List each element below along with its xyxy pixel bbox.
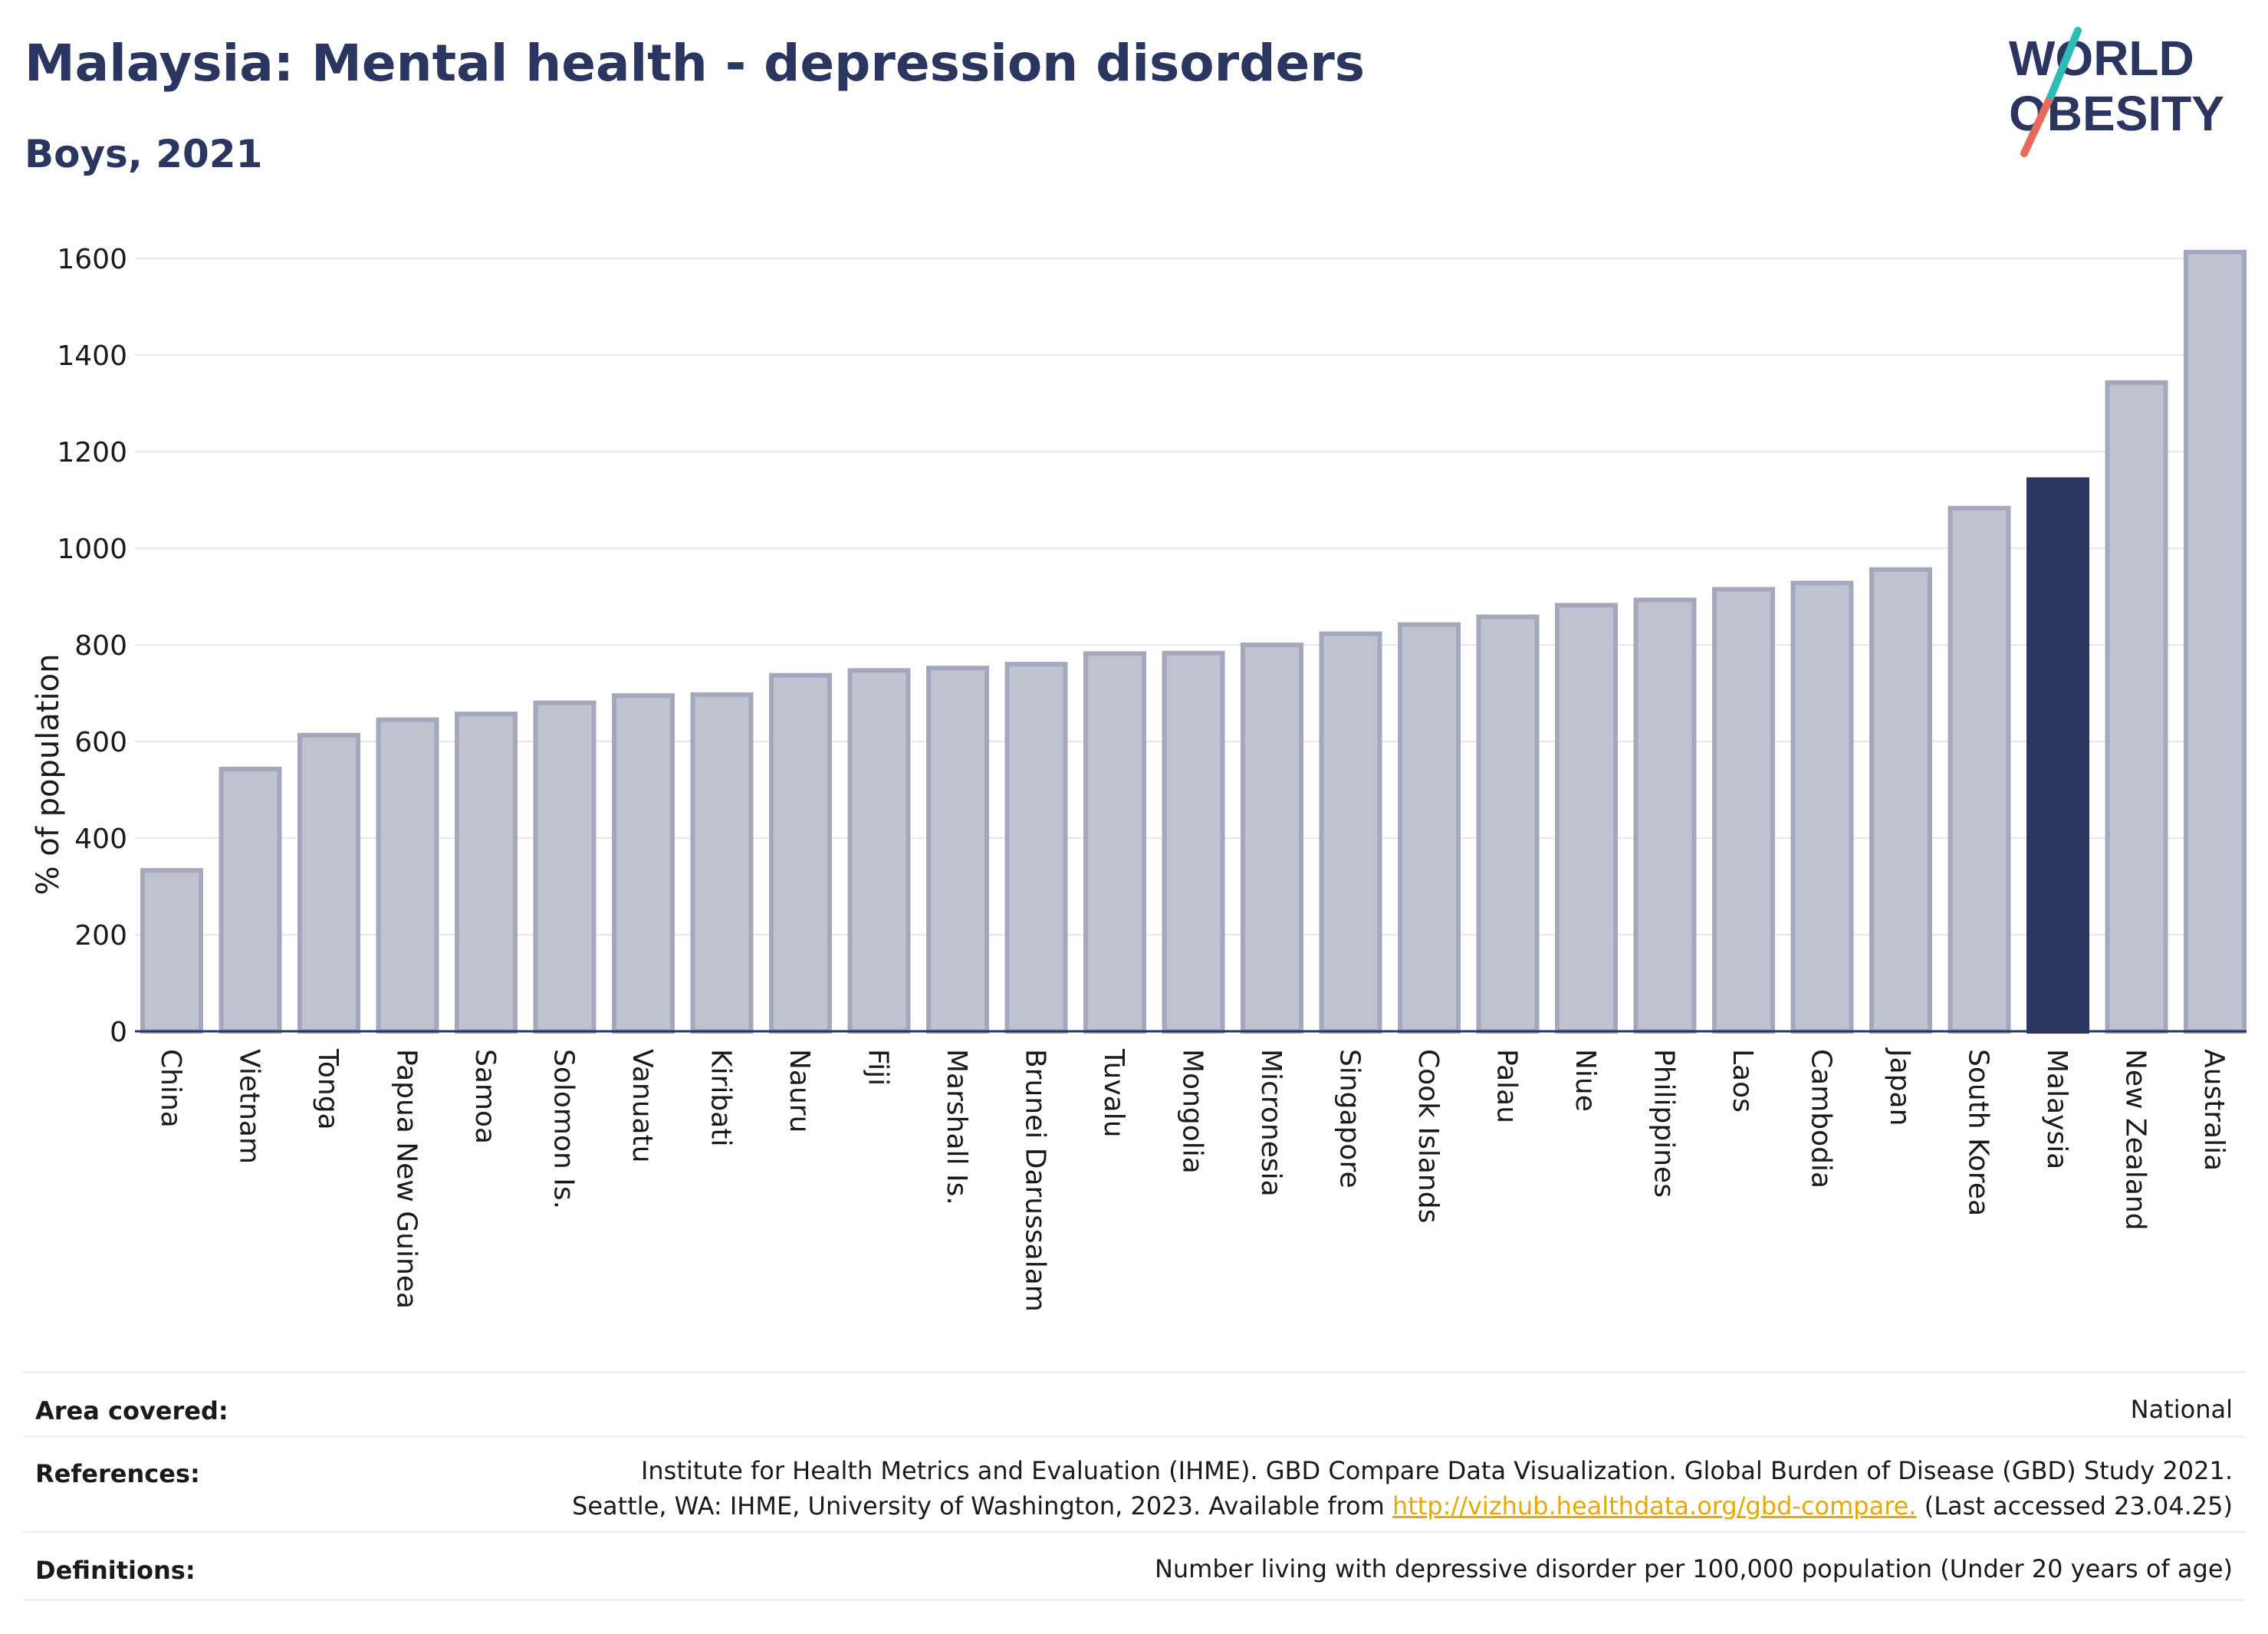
x-tick-label: Japan [1884,1047,1915,1126]
y-tick-label: 1400 [57,340,127,372]
definitions-value: Number living with depressive disorder p… [1154,1554,2233,1583]
x-tick-label: New Zealand [2120,1049,2151,1231]
bar [1004,662,1068,1034]
x-tick-label: Marshall Is. [941,1049,972,1205]
y-axis-label: % of population [31,654,66,896]
definitions-row: Definitions: Number living with depressi… [23,1530,2245,1601]
bar [847,668,911,1034]
bar [1241,643,1303,1034]
references-text: Institute for Health Metrics and Evaluat… [572,1453,2233,1524]
bar [1162,650,1225,1034]
x-tick-label: Niue [1570,1049,1601,1112]
x-tick-label: Cook Islands [1412,1049,1444,1223]
y-tick-label: 1600 [57,244,127,275]
world-obesity-logo: WORLD OBESITY [2009,27,2224,157]
bar [1790,580,1854,1034]
bar [1476,614,1540,1034]
bar [2105,380,2168,1034]
y-tick-label: 600 [74,727,127,758]
bar-chart: 0 200 400 600 800 1000 1200 1400 1600 China Vietn… [31,244,2247,1312]
bar [769,672,832,1034]
bar [140,868,203,1034]
x-tick-label: South Korea [1963,1049,1994,1216]
references-row: References: Institute for Health Metrics… [23,1435,2245,1533]
logo-line1: WORLD [2009,31,2194,86]
bar [376,717,439,1034]
bar [690,692,754,1034]
bar [1948,505,2011,1034]
definitions-label: Definitions: [35,1556,196,1585]
y-tick-label: 800 [74,630,127,662]
y-tick-label: 200 [74,920,127,952]
bar [926,666,989,1034]
bar [1869,567,1932,1034]
x-tick-label: China [155,1049,186,1128]
x-tick-label: Nauru [784,1049,815,1133]
bar [1712,587,1775,1034]
x-tick-label: Philippines [1648,1049,1680,1198]
x-tick-label: Papua New Guinea [391,1049,422,1309]
x-tick-label: Tuvalu [1098,1048,1129,1138]
bar [1633,597,1697,1034]
bar [455,712,518,1034]
bar [1319,631,1382,1034]
x-tick-label: Laos [1727,1049,1758,1113]
y-tick-label: 1200 [57,437,127,469]
logo-slash-red [2020,92,2055,157]
x-tick-label: Cambodia [1806,1049,1837,1189]
y-tick-label: 1000 [57,534,127,565]
logo-slash-teal [2047,27,2082,100]
x-tick-label: Tonga [312,1048,343,1130]
y-tick-label: 0 [110,1017,127,1048]
references-prefix: Seattle, WA: IHME, University of Washing… [572,1491,1392,1521]
references-link[interactable]: http://vizhub.healthdata.org/gbd-compare… [1392,1491,1917,1521]
x-axis-labels: China Vietnam Tonga Papua New Guinea Samoa So… [155,1047,2230,1312]
y-axis-ticks: 0 200 400 600 800 1000 1200 1400 1600 [57,244,127,1048]
bar [1083,651,1146,1034]
references-line2: Seattle, WA: IHME, University of Washing… [572,1488,2233,1524]
references-suffix: (Last accessed 23.04.25) [1916,1491,2233,1521]
x-tick-label: Fiji [863,1049,894,1086]
bar [297,732,360,1034]
x-tick-label: Brunei Darussalam [1020,1049,1051,1312]
x-tick-label: Vanuatu [626,1049,658,1163]
area-value: National [2130,1395,2233,1424]
bar-highlighted [2026,477,2089,1034]
x-tick-label: Micronesia [1255,1049,1287,1197]
bar [2184,249,2247,1034]
bar [1555,603,1618,1034]
x-tick-label: Palau [1491,1049,1523,1123]
y-tick-label: 400 [74,824,127,855]
x-tick-label: Mongolia [1177,1049,1208,1174]
references-label: References: [35,1459,200,1488]
bar [533,700,597,1034]
x-tick-label: Australia [2198,1049,2230,1171]
x-tick-label: Vietnam [234,1049,265,1164]
area-label: Area covered: [35,1396,228,1425]
bars [140,249,2247,1034]
bar [1398,622,1461,1034]
area-row: Area covered: National [23,1371,2245,1438]
references-line1: Institute for Health Metrics and Evaluat… [640,1456,2233,1485]
bar [612,693,675,1034]
chart-title: Malaysia: Mental health - depression dis… [25,34,1366,93]
x-tick-label: Solomon Is. [548,1049,580,1209]
bar [219,766,282,1034]
x-tick-label: Samoa [469,1049,501,1144]
x-tick-label: Malaysia [2041,1049,2072,1169]
chart-subtitle: Boys, 2021 [25,132,263,176]
x-tick-label: Kiribati [705,1049,737,1146]
x-tick-label: Singapore [1334,1049,1366,1189]
